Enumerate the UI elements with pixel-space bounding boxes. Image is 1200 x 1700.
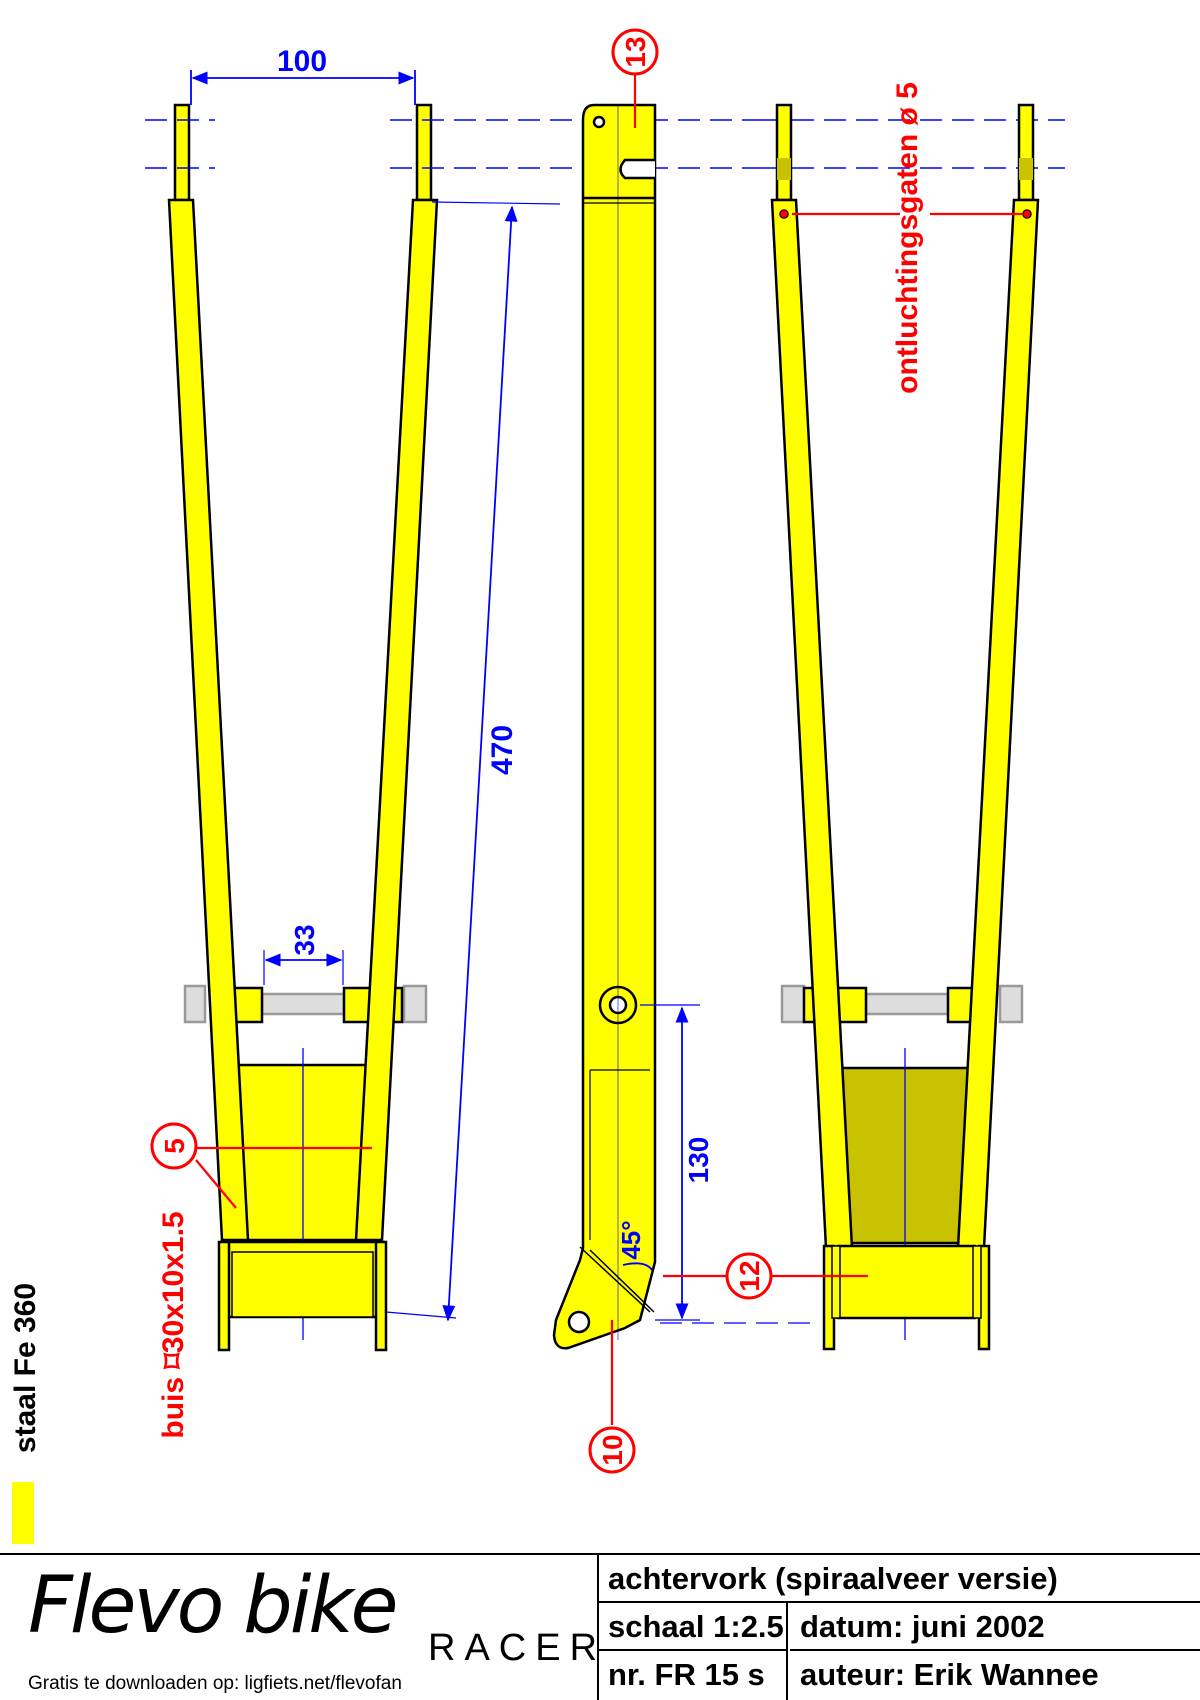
side-view	[552, 103, 820, 1350]
material-note: staal Fe 360	[9, 1283, 42, 1453]
scale-field: schaal 1:2.5	[598, 1603, 788, 1651]
callout-5: 5	[150, 1122, 198, 1170]
callout-13: 13	[611, 28, 659, 76]
front-view	[145, 103, 1065, 1352]
dim-470: 470	[486, 725, 519, 775]
svg-text:13: 13	[620, 36, 651, 67]
dim-100: 100	[277, 45, 327, 78]
callout-10: 10	[588, 1426, 636, 1474]
top-hole	[592, 115, 606, 129]
drawing-title: achtervork (spiraalveer versie)	[598, 1555, 1200, 1603]
angle-arc	[622, 1262, 653, 1271]
download-text: Gratis te downloaden op: ligfiets.net/fl…	[28, 1673, 402, 1694]
title-block: Flevo bike RACER Gratis te downloaden op…	[0, 1553, 1200, 1700]
callout-12: 12	[725, 1252, 773, 1300]
rear-left-leg	[770, 198, 854, 1250]
technical-drawing: 100 470 33 130 45° 13 5 12 10 ontluchtin…	[9, 28, 1065, 1544]
svg-text:12: 12	[734, 1260, 765, 1291]
logo-area: Flevo bike RACER Gratis te downloaden op…	[0, 1555, 599, 1700]
bolt-head-right	[402, 984, 428, 1024]
axle-hole	[567, 1310, 591, 1334]
rear-dropout	[836, 1244, 977, 1320]
left-leg	[167, 198, 250, 1242]
vent-holes-note: ontluchtingsgaten ø 5	[891, 82, 924, 394]
dim-33: 33	[289, 924, 320, 955]
tube-spec-note: buis ⌑30x10x1.5	[157, 1211, 190, 1438]
svg-text:10: 10	[597, 1434, 628, 1465]
rear-left-tab	[775, 103, 793, 202]
rear-view	[770, 103, 1040, 1351]
material-swatch	[12, 1482, 34, 1544]
bolt-head-left	[183, 984, 207, 1024]
dim-130: 130	[683, 1137, 714, 1184]
rear-right-leg	[956, 198, 1040, 1250]
rear-axle-plate	[838, 1066, 974, 1245]
dimension-lines	[190, 70, 689, 1322]
brand-logo: Flevo bike	[28, 1561, 399, 1651]
dropout-right-foot	[374, 1240, 388, 1352]
dim-45-degrees: 45°	[616, 1220, 646, 1259]
right-leg	[354, 198, 439, 1242]
side-tube	[552, 103, 657, 1350]
racer-label: RACER	[428, 1627, 607, 1669]
dropout-left-foot	[217, 1240, 231, 1352]
drawing-number: nr. FR 15 s	[598, 1651, 788, 1700]
svg-text:5: 5	[159, 1138, 190, 1154]
author-field: auteur: Erik Wannee	[800, 1657, 1099, 1692]
bolt-thread	[260, 992, 346, 1016]
dim-line-470	[442, 205, 518, 1322]
rear-right-tab	[1017, 103, 1035, 202]
date-field: datum: juni 2002	[790, 1603, 1200, 1651]
